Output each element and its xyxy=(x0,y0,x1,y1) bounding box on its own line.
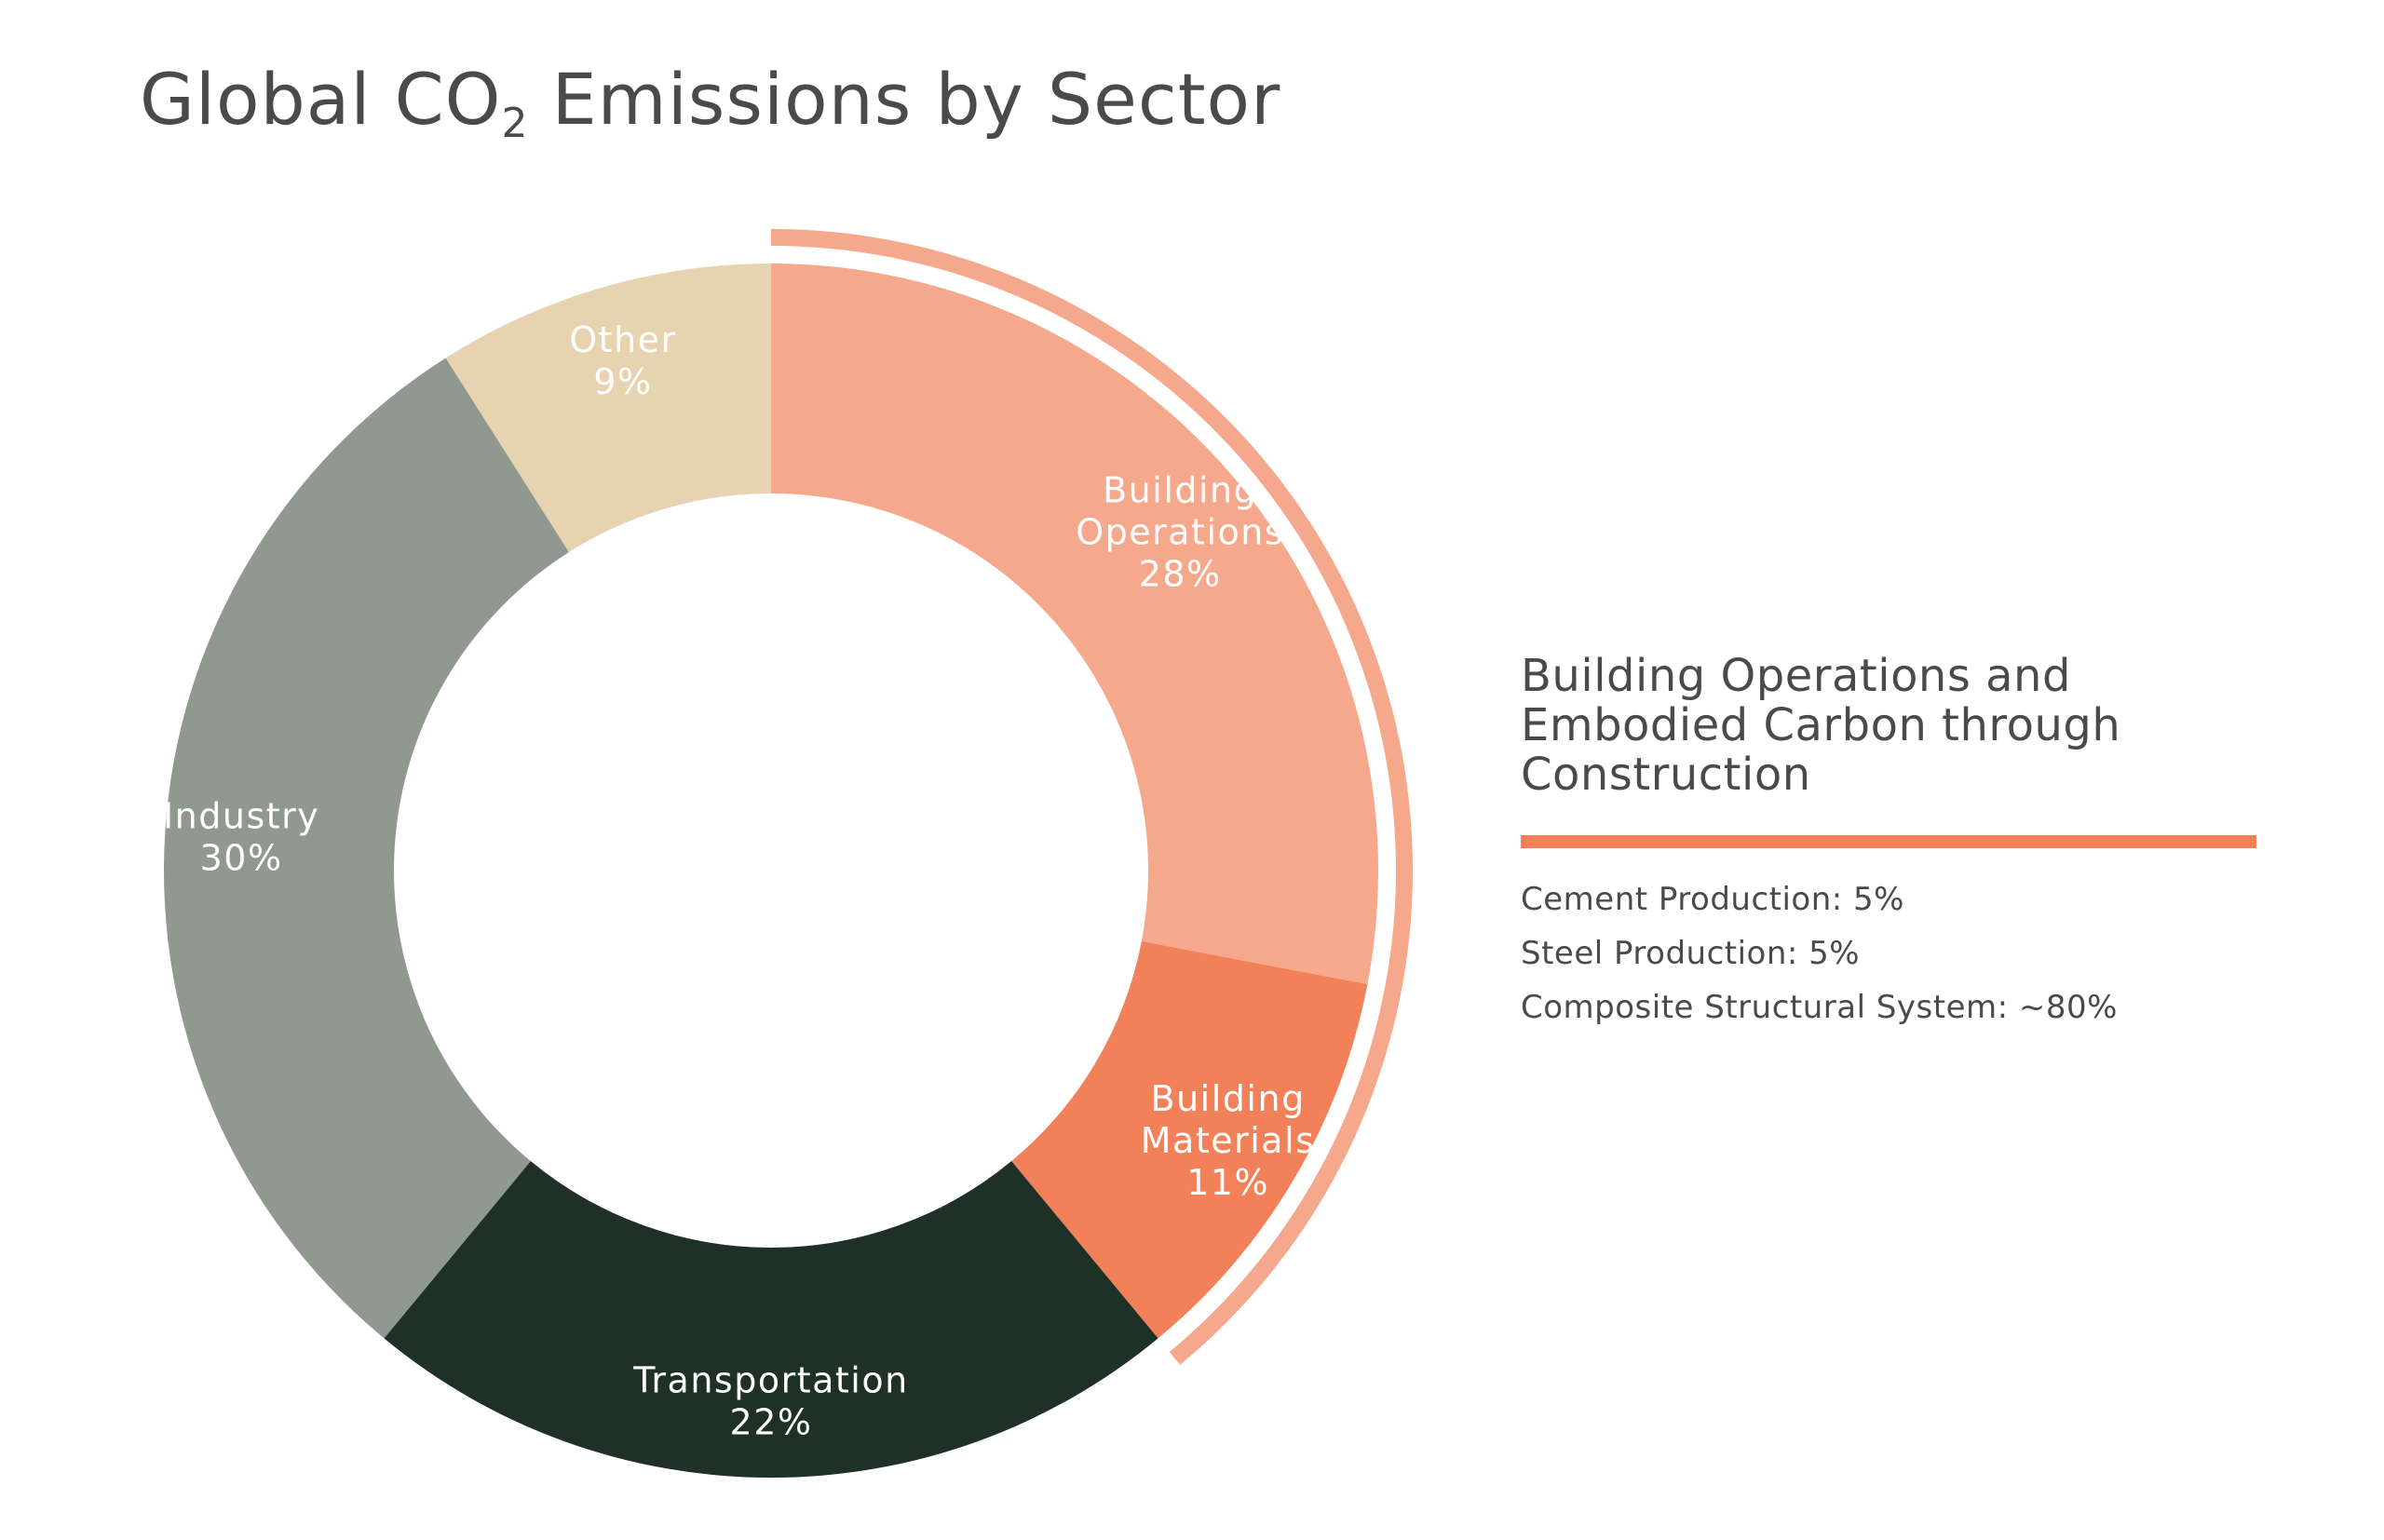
chart-title-subscript: 2 xyxy=(501,100,529,147)
slice-building-operations xyxy=(771,263,1378,985)
slice-building-materials xyxy=(1011,940,1368,1339)
slice-label-transportation: Transportation 22% xyxy=(632,1360,908,1443)
chart-title-main: Global CO xyxy=(140,58,502,141)
slice-label-building-operations: Building Operations 28% xyxy=(1076,470,1284,595)
slice-labels: Building Operations 28% Building Materials 11… xyxy=(163,319,1316,1443)
slice-other xyxy=(445,263,771,553)
slice-transportation xyxy=(384,1161,1158,1478)
callout-list: Cement Production: 5% Steel Production: … xyxy=(1521,872,2322,1034)
slice-label-industry: Industry 30% xyxy=(163,796,319,879)
slice-label-building-materials: Building Materials 11% xyxy=(1141,1078,1316,1203)
callout-item-cement: Cement Production: 5% xyxy=(1521,881,1904,918)
callout-item-steel: Steel Production: 5% xyxy=(1521,935,1861,972)
highlight-arc xyxy=(770,229,1413,1365)
donut-slices xyxy=(163,263,1378,1478)
callout-title: Building Operations and Embodied Carbon … xyxy=(1521,650,2121,801)
chart-title-rest: Emissions by Sector xyxy=(528,58,1281,141)
callout-item-composite: Composite Structural System: ~80% xyxy=(1521,989,2118,1026)
donut-chart: Building Operations 28% Building Materials 11… xyxy=(163,229,1413,1478)
callout-panel: Building Operations and Embodied Carbon … xyxy=(1521,652,2322,1034)
slice-label-other: Other 9% xyxy=(569,319,676,402)
slice-industry xyxy=(163,358,569,1339)
chart-title: Global CO2 Emissions by Sector xyxy=(140,58,1280,147)
callout-divider xyxy=(1521,835,2256,848)
highlight-arc-group xyxy=(770,229,1413,1365)
